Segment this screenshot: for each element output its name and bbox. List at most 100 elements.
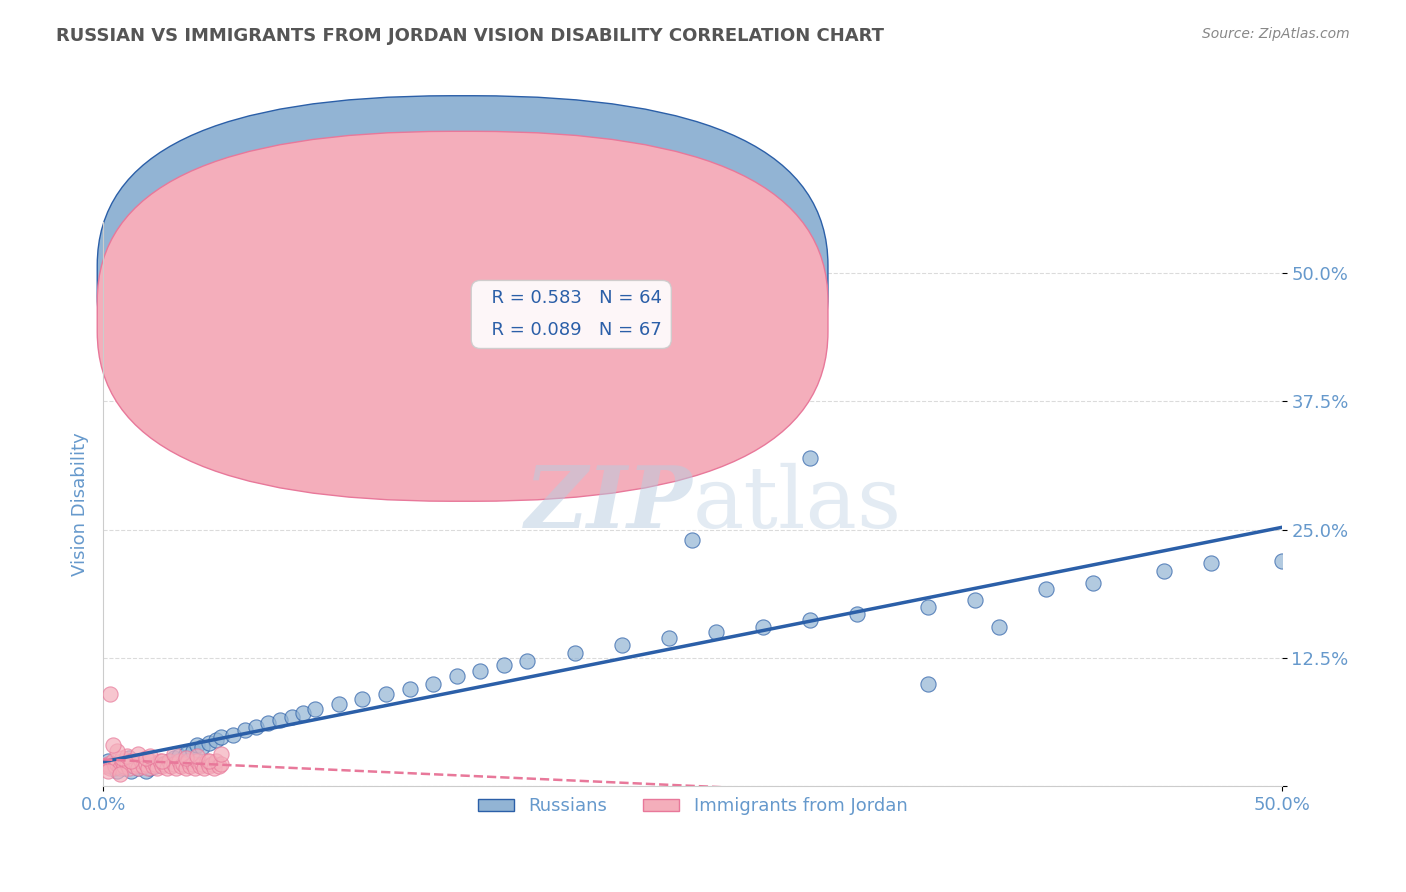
Point bbox=[112, 761, 135, 775]
Point bbox=[112, 759, 135, 773]
Point bbox=[200, 756, 222, 771]
Point bbox=[139, 748, 162, 763]
Point bbox=[205, 733, 228, 747]
Point bbox=[115, 756, 138, 771]
Point bbox=[172, 756, 194, 771]
Point bbox=[153, 756, 176, 771]
Point bbox=[157, 754, 180, 768]
Point bbox=[129, 756, 152, 771]
Point bbox=[118, 750, 141, 764]
Point bbox=[195, 754, 218, 768]
Text: ZIP: ZIP bbox=[524, 462, 692, 546]
Point bbox=[181, 743, 204, 757]
Point bbox=[470, 665, 492, 679]
Point bbox=[1035, 582, 1057, 597]
Point bbox=[160, 759, 183, 773]
Point bbox=[328, 698, 350, 712]
Point bbox=[165, 761, 187, 775]
Point bbox=[752, 620, 775, 634]
Point bbox=[105, 764, 128, 778]
Point bbox=[209, 730, 232, 744]
Point bbox=[143, 756, 166, 771]
Point bbox=[516, 654, 538, 668]
Point bbox=[115, 748, 138, 763]
Text: Source: ZipAtlas.com: Source: ZipAtlas.com bbox=[1202, 27, 1350, 41]
Point bbox=[125, 754, 148, 768]
Point bbox=[186, 739, 208, 753]
Point bbox=[105, 756, 128, 771]
Point bbox=[198, 759, 221, 773]
Point bbox=[799, 613, 821, 627]
Point bbox=[658, 631, 681, 645]
Point bbox=[122, 759, 145, 773]
Point bbox=[174, 750, 197, 764]
Point bbox=[1081, 576, 1104, 591]
Point bbox=[245, 720, 267, 734]
Point bbox=[111, 754, 134, 768]
Point bbox=[146, 761, 169, 775]
FancyBboxPatch shape bbox=[97, 131, 828, 501]
Point bbox=[120, 764, 142, 778]
Point bbox=[120, 754, 142, 768]
Point bbox=[202, 761, 225, 775]
Point bbox=[174, 761, 197, 775]
Point bbox=[174, 747, 197, 761]
Point bbox=[150, 754, 173, 768]
Point bbox=[136, 761, 159, 775]
Point bbox=[352, 692, 374, 706]
Point bbox=[125, 756, 148, 771]
Legend: Russians, Immigrants from Jordan: Russians, Immigrants from Jordan bbox=[470, 790, 914, 822]
Point bbox=[142, 759, 165, 773]
Point bbox=[375, 687, 398, 701]
Point bbox=[422, 677, 444, 691]
Point bbox=[108, 761, 131, 775]
Point bbox=[118, 761, 141, 775]
FancyBboxPatch shape bbox=[97, 95, 828, 466]
Point bbox=[492, 658, 515, 673]
Point bbox=[704, 625, 727, 640]
Point bbox=[127, 747, 149, 761]
Text: atlas: atlas bbox=[692, 462, 901, 546]
Point bbox=[94, 759, 117, 773]
Point bbox=[205, 754, 228, 768]
Point bbox=[104, 761, 127, 775]
Point bbox=[98, 687, 121, 701]
Point bbox=[222, 728, 245, 742]
Point bbox=[965, 592, 987, 607]
Point bbox=[108, 767, 131, 781]
Point bbox=[564, 646, 586, 660]
Point bbox=[98, 759, 121, 773]
Point bbox=[135, 750, 157, 764]
Point bbox=[179, 759, 201, 773]
Point bbox=[163, 756, 186, 771]
Point bbox=[987, 620, 1010, 634]
Point bbox=[105, 743, 128, 757]
Point bbox=[207, 759, 229, 773]
Point bbox=[98, 761, 121, 775]
Point bbox=[149, 754, 172, 768]
Point bbox=[1199, 556, 1222, 570]
Point bbox=[446, 668, 468, 682]
Point bbox=[186, 754, 208, 768]
Point bbox=[132, 759, 155, 773]
Point bbox=[181, 756, 204, 771]
Point bbox=[233, 723, 256, 737]
Point bbox=[177, 754, 200, 768]
Point bbox=[163, 747, 186, 761]
Point bbox=[191, 756, 214, 771]
Point bbox=[150, 759, 173, 773]
Point bbox=[129, 754, 152, 768]
Point bbox=[156, 761, 179, 775]
Point bbox=[101, 756, 124, 771]
Point bbox=[398, 681, 420, 696]
Point bbox=[209, 756, 232, 771]
Point bbox=[193, 761, 215, 775]
Point bbox=[186, 748, 208, 763]
Text: R = 0.583   N = 64
  R = 0.089   N = 67: R = 0.583 N = 64 R = 0.089 N = 67 bbox=[481, 290, 662, 340]
Point bbox=[304, 702, 326, 716]
Point bbox=[111, 754, 134, 768]
Point bbox=[209, 747, 232, 761]
Point bbox=[610, 638, 633, 652]
Point bbox=[139, 761, 162, 775]
Point bbox=[127, 761, 149, 775]
